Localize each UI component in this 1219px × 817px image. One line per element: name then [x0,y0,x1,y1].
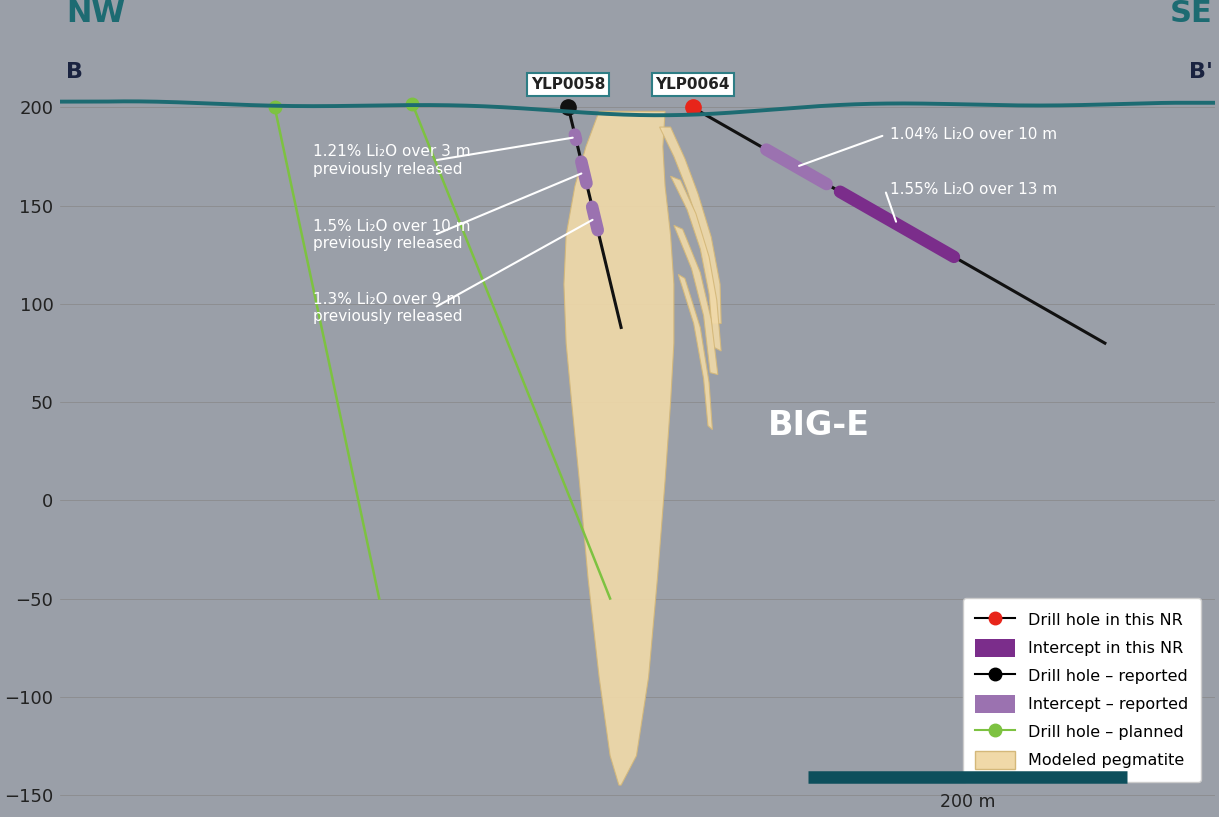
Polygon shape [678,275,712,430]
Text: B': B' [1189,62,1213,82]
Polygon shape [564,111,674,785]
Text: 1.21% Li₂O over 3 m
previously released: 1.21% Li₂O over 3 m previously released [313,145,471,176]
Text: YLP0058: YLP0058 [531,77,606,92]
Text: NW: NW [66,0,126,29]
Text: 1.04% Li₂O over 10 m: 1.04% Li₂O over 10 m [891,127,1058,142]
Text: SE: SE [1170,0,1213,29]
Text: 1.3% Li₂O over 9 m
previously released: 1.3% Li₂O over 9 m previously released [313,292,463,324]
Text: 1.55% Li₂O over 13 m: 1.55% Li₂O over 13 m [891,182,1058,198]
Polygon shape [670,176,722,351]
Legend: Drill hole in this NR, Intercept in this NR, Drill hole – reported, Intercept – : Drill hole in this NR, Intercept in this… [963,598,1201,782]
Polygon shape [674,225,718,374]
Text: BIG-E: BIG-E [768,409,870,442]
Polygon shape [659,127,722,324]
Text: 200 m: 200 m [940,793,995,811]
Text: YLP0064: YLP0064 [656,77,730,92]
Text: 1.5% Li₂O over 10 m
previously released: 1.5% Li₂O over 10 m previously released [313,219,471,252]
Text: B: B [66,62,83,82]
